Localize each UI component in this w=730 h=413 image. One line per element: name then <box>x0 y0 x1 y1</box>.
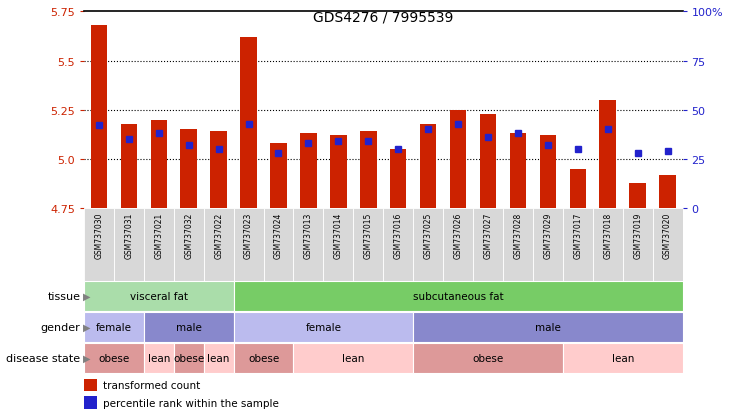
Text: percentile rank within the sample: percentile rank within the sample <box>103 398 279 408</box>
Text: GSM737025: GSM737025 <box>423 212 433 259</box>
Text: GSM737023: GSM737023 <box>244 212 253 259</box>
Text: obese: obese <box>99 353 129 363</box>
Text: obese: obese <box>472 353 504 363</box>
Bar <box>563 209 593 281</box>
Bar <box>539 136 556 209</box>
Bar <box>413 344 563 373</box>
Bar <box>599 101 616 209</box>
Bar <box>204 209 234 281</box>
Bar <box>180 130 197 209</box>
Text: GSM737021: GSM737021 <box>154 212 164 258</box>
Bar <box>563 344 683 373</box>
Bar <box>150 120 167 209</box>
Bar <box>480 114 496 209</box>
Bar <box>293 344 413 373</box>
Bar <box>144 313 234 342</box>
Bar <box>510 134 526 209</box>
Bar <box>84 379 97 392</box>
Bar <box>533 209 563 281</box>
Bar <box>91 26 107 209</box>
Bar <box>420 124 437 209</box>
Text: tissue: tissue <box>47 291 80 301</box>
Bar <box>383 209 413 281</box>
Text: GSM737019: GSM737019 <box>633 212 642 259</box>
Bar <box>473 209 503 281</box>
Bar <box>270 144 287 209</box>
Bar <box>443 209 473 281</box>
Bar <box>629 183 646 209</box>
Text: obese: obese <box>248 353 279 363</box>
Bar <box>323 209 353 281</box>
Bar <box>144 344 174 373</box>
Bar <box>174 344 204 373</box>
Text: GSM737031: GSM737031 <box>124 212 134 259</box>
Bar <box>84 344 144 373</box>
Bar <box>84 282 234 311</box>
Text: ▶: ▶ <box>82 291 90 301</box>
Bar <box>413 209 443 281</box>
Bar <box>84 209 114 281</box>
Bar <box>234 282 683 311</box>
Text: lean: lean <box>207 353 230 363</box>
Text: GSM737030: GSM737030 <box>94 212 104 259</box>
Text: disease state: disease state <box>6 353 80 363</box>
Text: lean: lean <box>342 353 364 363</box>
Bar <box>593 209 623 281</box>
Bar <box>114 209 144 281</box>
Text: female: female <box>96 322 132 332</box>
Text: GDS4276 / 7995539: GDS4276 / 7995539 <box>313 10 453 24</box>
Text: GSM737015: GSM737015 <box>364 212 373 259</box>
Text: GSM737026: GSM737026 <box>453 212 463 259</box>
Bar <box>390 150 407 209</box>
Text: lean: lean <box>612 353 634 363</box>
Text: GSM737029: GSM737029 <box>543 212 553 259</box>
Bar <box>144 209 174 281</box>
Text: lean: lean <box>147 353 170 363</box>
Bar <box>659 175 676 209</box>
Text: GSM737017: GSM737017 <box>573 212 583 259</box>
Text: GSM737020: GSM737020 <box>663 212 672 259</box>
Text: subcutaneous fat: subcutaneous fat <box>412 291 504 301</box>
Bar <box>174 209 204 281</box>
Text: obese: obese <box>173 353 204 363</box>
Bar <box>503 209 533 281</box>
Bar <box>330 136 347 209</box>
Bar <box>293 209 323 281</box>
Text: GSM737028: GSM737028 <box>513 212 523 258</box>
Text: male: male <box>176 322 201 332</box>
Text: GSM737014: GSM737014 <box>334 212 343 259</box>
Bar <box>300 134 317 209</box>
Text: GSM737013: GSM737013 <box>304 212 313 259</box>
Text: transformed count: transformed count <box>103 380 200 390</box>
Bar <box>413 313 683 342</box>
Bar <box>210 132 227 209</box>
Text: GSM737032: GSM737032 <box>184 212 193 259</box>
Text: ▶: ▶ <box>82 322 90 332</box>
Bar <box>120 124 137 209</box>
Bar <box>653 209 683 281</box>
Text: GSM737016: GSM737016 <box>393 212 403 259</box>
Bar <box>234 344 293 373</box>
Bar <box>360 132 377 209</box>
Text: GSM737027: GSM737027 <box>483 212 493 259</box>
Bar <box>623 209 653 281</box>
Bar <box>84 313 144 342</box>
Text: male: male <box>535 322 561 332</box>
Bar <box>353 209 383 281</box>
Bar <box>84 396 97 409</box>
Text: gender: gender <box>41 322 80 332</box>
Bar <box>569 169 586 209</box>
Bar <box>240 38 257 209</box>
Text: GSM737018: GSM737018 <box>603 212 612 258</box>
Text: GSM737024: GSM737024 <box>274 212 283 259</box>
Bar <box>234 209 264 281</box>
Bar <box>264 209 293 281</box>
Text: ▶: ▶ <box>82 353 90 363</box>
Text: female: female <box>305 322 342 332</box>
Text: GSM737022: GSM737022 <box>214 212 223 258</box>
Bar <box>234 313 413 342</box>
Bar <box>450 111 466 209</box>
Bar <box>204 344 234 373</box>
Text: visceral fat: visceral fat <box>130 291 188 301</box>
